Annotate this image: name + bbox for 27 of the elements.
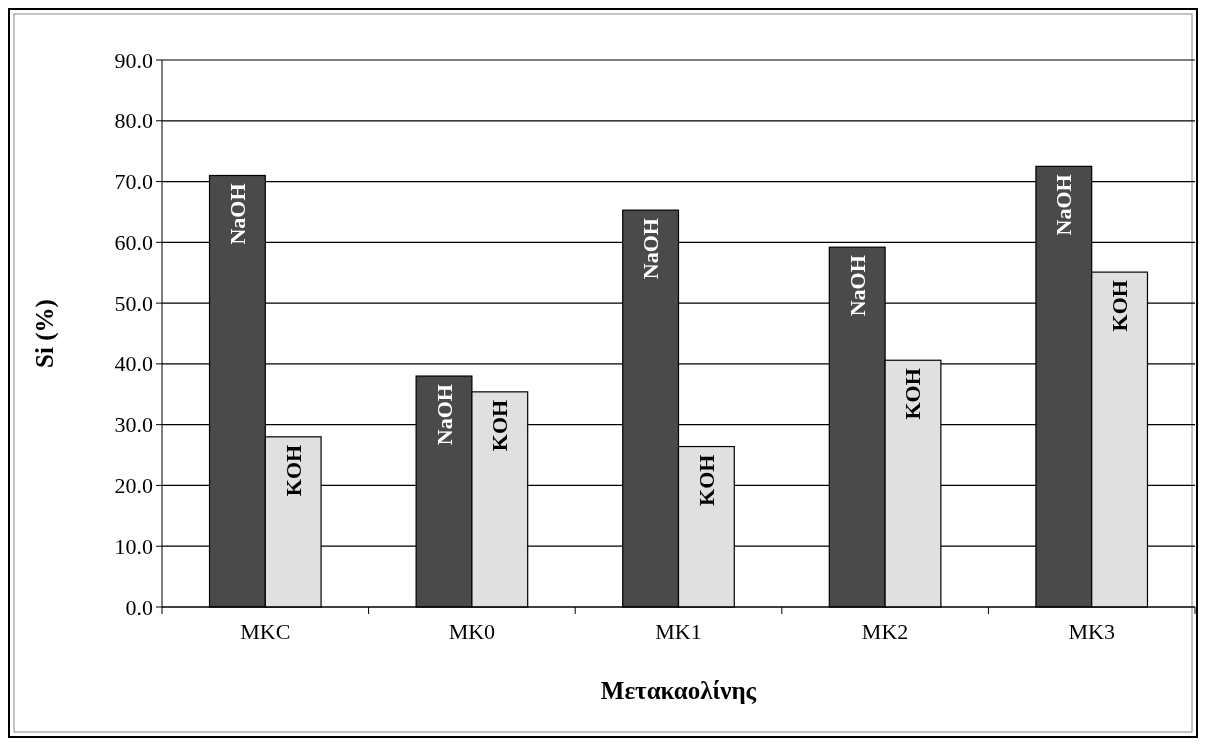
- x-tick-label: MK2: [861, 619, 909, 644]
- y-tick-label: 0.0: [125, 594, 153, 620]
- text: NaOH: [844, 255, 870, 317]
- y-tick-label: 30.0: [114, 412, 153, 438]
- y-tick-label: 20.0: [114, 472, 153, 498]
- text: NaOH: [1051, 174, 1077, 236]
- x-tick-label: MK3: [1068, 619, 1115, 644]
- y-tick-label: 10.0: [114, 533, 153, 559]
- x-tick-label: MKC: [240, 619, 291, 644]
- y-tick-label: 60.0: [114, 229, 153, 255]
- text: NaOH: [431, 384, 457, 446]
- series-label: KOH: [280, 444, 306, 497]
- series-label: NaOH: [224, 183, 250, 245]
- y-tick-label: 40.0: [114, 351, 153, 377]
- text: KOH: [900, 368, 926, 420]
- text: KOH: [1107, 280, 1133, 332]
- x-tick-label: MK0: [448, 619, 496, 644]
- y-tick-label: 90.0: [114, 47, 153, 73]
- y-axis-title: Si (%): [31, 299, 59, 368]
- y-tick-label: 80.0: [114, 108, 153, 134]
- x-tick-label: MK1: [655, 619, 702, 644]
- text: NaOH: [638, 218, 664, 280]
- text: KOH: [487, 399, 513, 452]
- text: KOH: [693, 454, 719, 506]
- y-tick-label: 50.0: [114, 290, 153, 316]
- y-tick-label: 70.0: [114, 169, 153, 195]
- x-axis-title: Μετακαολίνης: [600, 677, 757, 704]
